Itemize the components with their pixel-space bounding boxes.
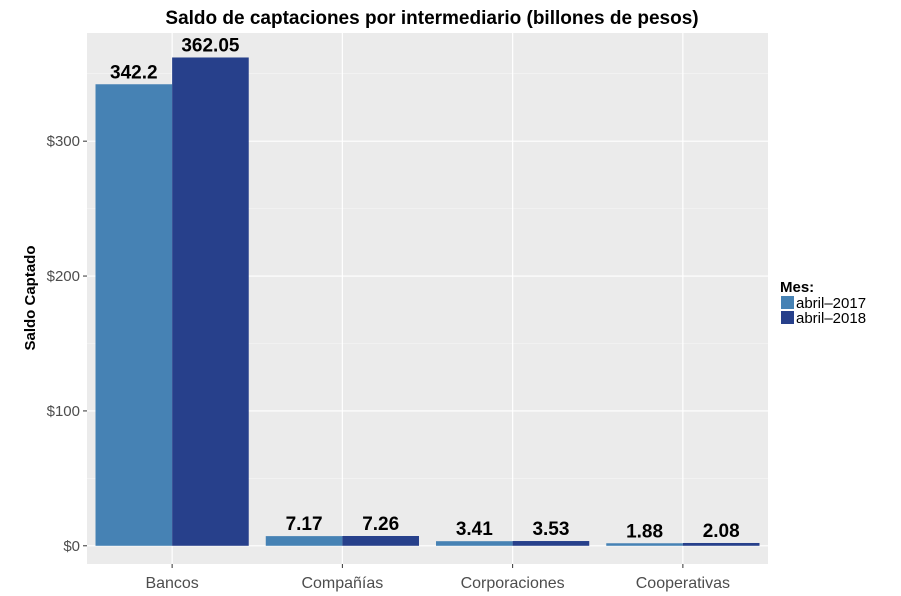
y-tick-label: $100 (47, 403, 80, 420)
bar (606, 543, 683, 546)
data-label: 3.53 (532, 519, 569, 540)
legend-title: Mes: (780, 279, 814, 296)
legend-label: abril–2017 (796, 295, 866, 312)
data-label: 2.08 (703, 521, 740, 542)
bar (512, 541, 590, 546)
data-label: 7.26 (362, 514, 399, 535)
bar (436, 541, 513, 546)
bar (342, 536, 419, 546)
y-axis: $0 $100 $200 $300 (47, 133, 87, 555)
data-label: 7.17 (286, 514, 323, 535)
x-axis: Bancos Compañías Corporaciones Cooperativas (145, 564, 730, 592)
x-tick-label: Compañías (301, 575, 383, 592)
data-label: 362.05 (181, 35, 240, 56)
x-tick-label: Cooperativas (636, 575, 730, 592)
bar (265, 536, 343, 546)
data-labels: 342.2 7.17 3.41 1.88 362.05 7.26 3.53 2.08 (110, 35, 740, 542)
data-label: 1.88 (626, 521, 663, 542)
bars (95, 57, 760, 546)
data-label: 342.2 (110, 62, 158, 83)
x-tick-label: Corporaciones (461, 575, 565, 592)
data-label: 3.41 (456, 519, 493, 540)
legend-swatch (781, 296, 794, 309)
y-tick-label: $300 (47, 133, 80, 150)
legend-swatch (781, 311, 794, 324)
y-axis-label: Saldo Captado (22, 245, 39, 350)
bar (95, 84, 173, 546)
legend-label: abril–2018 (796, 310, 866, 327)
y-tick-label: $0 (63, 538, 80, 555)
bar (682, 542, 760, 546)
x-tick-label: Bancos (145, 575, 198, 592)
y-tick-label: $200 (47, 268, 80, 285)
bar (172, 57, 249, 546)
chart-title: Saldo de captaciones por intermediario (… (165, 8, 698, 29)
